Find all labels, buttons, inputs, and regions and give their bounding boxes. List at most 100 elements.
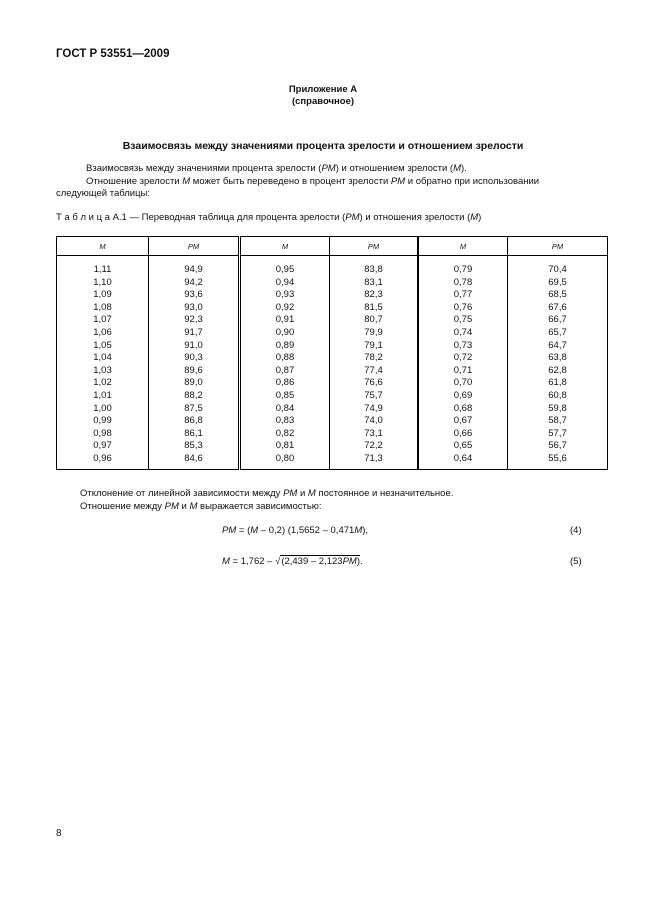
table-cell: 0,84 [239,402,330,416]
table-cell: 94,9 [148,255,241,277]
table-cell: 0,89 [239,339,330,353]
table-cell: 0,78 [418,276,508,290]
table-cell: 1,02 [56,377,149,390]
table-cell: 1,00 [56,402,149,416]
table-cell: 1,04 [56,352,149,365]
table-row: 1,11 94,9 0,95 83,8 0,79 70,4 [56,255,608,277]
table-cell: 78,2 [329,352,419,365]
table-cell: 0,69 [418,389,508,403]
column-header: M [239,236,330,256]
variable-symbol: PM [283,488,298,499]
table-cell: 0,76 [418,301,508,315]
table-cell: 0,75 [418,314,508,327]
table-cell: 70,4 [507,255,608,277]
table-cell: 85,3 [148,440,241,453]
table-cell: 83,8 [329,255,419,277]
table-row: 1,10 94,2 0,94 83,1 0,78 69,5 [56,276,608,290]
table-cell: 1,11 [56,255,149,277]
table-cell: 92,3 [148,314,241,327]
table-caption: Т а б л и ц а А.1 — Переводная таблица д… [56,212,482,223]
table-cell: 1,08 [56,301,149,315]
table-cell: 87,5 [148,402,241,416]
table-cell: 91,0 [148,339,241,353]
table-row: 1,04 90,3 0,88 78,2 0,72 63,8 [56,352,608,365]
table-cell: 86,8 [148,415,241,428]
formula-5-left: M = 1,762 – √ [222,556,281,567]
table-cell: 74,9 [329,402,419,416]
table-cell: 69,5 [507,276,608,290]
table-cell: 60,8 [507,389,608,403]
variable-symbol: PM [321,163,336,174]
variable-symbol: M [250,525,259,536]
table-cell: 88,2 [148,389,241,403]
formula-4: PM = (M – 0,2) (1,5652 – 0,471M), [222,525,369,536]
table-row: 1,02 89,0 0,86 76,6 0,70 61,8 [56,377,608,390]
table-cell: 62,8 [507,364,608,378]
table-cell: 72,2 [329,440,419,453]
table-cell: 0,90 [239,326,330,340]
table-cell: 77,4 [329,364,419,378]
table-cell: 0,98 [56,427,149,441]
variable-symbol: PM [342,556,357,567]
table-cell: 81,5 [329,301,419,315]
table-cell: 0,71 [418,364,508,378]
table-cell: 90,3 [148,352,241,365]
table-cell: 0,74 [418,326,508,340]
table-cell: 83,1 [329,276,419,290]
appendix-heading: Приложение А (справочное) [0,84,646,108]
table-cell: 61,8 [507,377,608,390]
variable-symbol: PM [345,212,360,223]
table-cell: 79,1 [329,339,419,353]
table-cell: 74,0 [329,415,419,428]
table-cell: 0,88 [239,352,330,365]
table-cell: 73,1 [329,427,419,441]
table-cell: 0,97 [56,440,149,453]
table-cell: 82,3 [329,289,419,302]
formula-5-end: . [360,556,363,567]
table-cell: 0,96 [56,452,149,470]
table-header-row: M PM M PM M PM [56,236,608,256]
variable-symbol: PM [222,525,237,536]
table-row: 1,08 93,0 0,92 81,5 0,76 67,6 [56,301,608,315]
table-cell: 1,01 [56,389,149,403]
table-cell: 56,7 [507,440,608,453]
table-cell: 0,68 [418,402,508,416]
table-cell: 0,95 [239,255,330,277]
formula-4-number: (4) [570,525,582,536]
table-cell: 0,77 [418,289,508,302]
variable-symbol: PM [390,175,406,187]
table-cell: 86,1 [148,427,241,441]
table-row: 1,01 88,2 0,85 75,7 0,69 60,8 [56,389,608,403]
table-cell: 1,06 [56,326,149,340]
table-cell: 0,72 [418,352,508,365]
table-cell: 59,8 [507,402,608,416]
table-cell: 0,99 [56,415,149,428]
after-text: Отклонение от линейной зависимости между… [80,488,453,513]
table-row: 1,06 91,7 0,90 79,9 0,74 65,7 [56,326,608,340]
table-cell: 1,05 [56,339,149,353]
page-number: 8 [56,828,62,839]
intro-text: Взаимосвязь между значениями процента зр… [56,163,591,201]
table-row: 0,96 84,6 0,80 71,3 0,64 55,6 [56,452,608,470]
variable-symbol: M [453,163,461,174]
table-cell: 58,7 [507,415,608,428]
column-header: PM [148,236,241,256]
table-cell: 0,65 [418,440,508,453]
table-cell: 1,07 [56,314,149,327]
table-cell: 89,0 [148,377,241,390]
table-cell: 0,85 [239,389,330,403]
variable-symbol: M [182,175,191,187]
table-cell: 0,79 [418,255,508,277]
column-header: PM [507,236,608,256]
variable-symbol: M [307,488,316,499]
table-cell: 1,03 [56,364,149,378]
table-cell: 68,5 [507,289,608,302]
table-row: 0,98 86,1 0,82 73,1 0,66 57,7 [56,427,608,441]
table-row: 0,99 86,8 0,83 74,0 0,67 58,7 [56,415,608,428]
table-cell: 0,83 [239,415,330,428]
table-cell: 0,91 [239,314,330,327]
table-cell: 0,93 [239,289,330,302]
table-cell: 93,0 [148,301,241,315]
appendix-title: Приложение А [288,84,358,95]
